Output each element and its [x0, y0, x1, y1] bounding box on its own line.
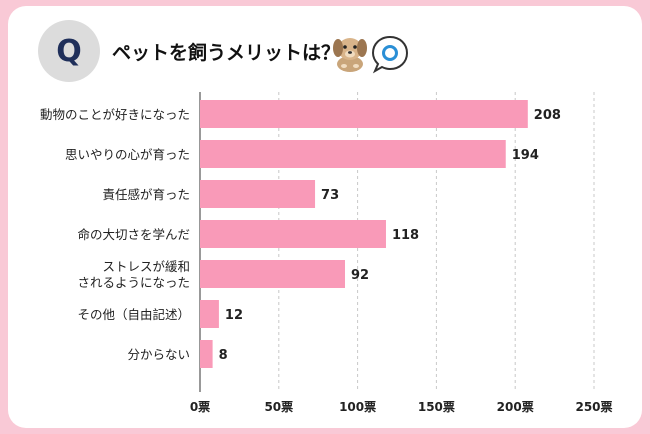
bar	[200, 100, 528, 128]
category-label: 責任感が育った	[102, 187, 190, 202]
bar	[200, 140, 506, 168]
data-label: 118	[392, 228, 419, 243]
category-label: 動物のことが好きになった	[40, 107, 190, 122]
x-tick-label: 200票	[497, 400, 534, 414]
data-label: 8	[219, 348, 228, 363]
category-label: ストレスが緩和されるようになった	[77, 259, 190, 290]
bar	[200, 220, 386, 248]
data-label: 194	[512, 148, 539, 163]
bar	[200, 260, 345, 288]
x-tick-label: 50票	[264, 400, 293, 414]
data-label: 92	[351, 268, 369, 283]
question-badge-label: Q	[56, 33, 82, 69]
dog-icon	[333, 38, 367, 72]
bar	[200, 180, 316, 208]
data-label: 12	[225, 308, 243, 323]
question-badge: Q	[38, 20, 100, 82]
data-label: 208	[534, 108, 561, 123]
category-label: 思いやりの心が育った	[65, 147, 190, 162]
page-title: ペットを飼うメリットは？	[112, 42, 341, 64]
category-label: 命の大切さを学んだ	[77, 227, 190, 242]
speech-bubble-icon	[371, 35, 409, 74]
x-tick-label: 150票	[418, 400, 455, 414]
bar	[200, 340, 213, 368]
x-tick-label: 250票	[575, 400, 612, 414]
category-label: その他（自由記述）	[77, 307, 190, 322]
x-tick-label: 0票	[190, 400, 210, 414]
bar	[200, 300, 219, 328]
chart-card	[8, 6, 642, 428]
data-label: 73	[321, 188, 339, 203]
x-tick-label: 100票	[339, 400, 376, 414]
category-label: 分からない	[127, 347, 190, 362]
